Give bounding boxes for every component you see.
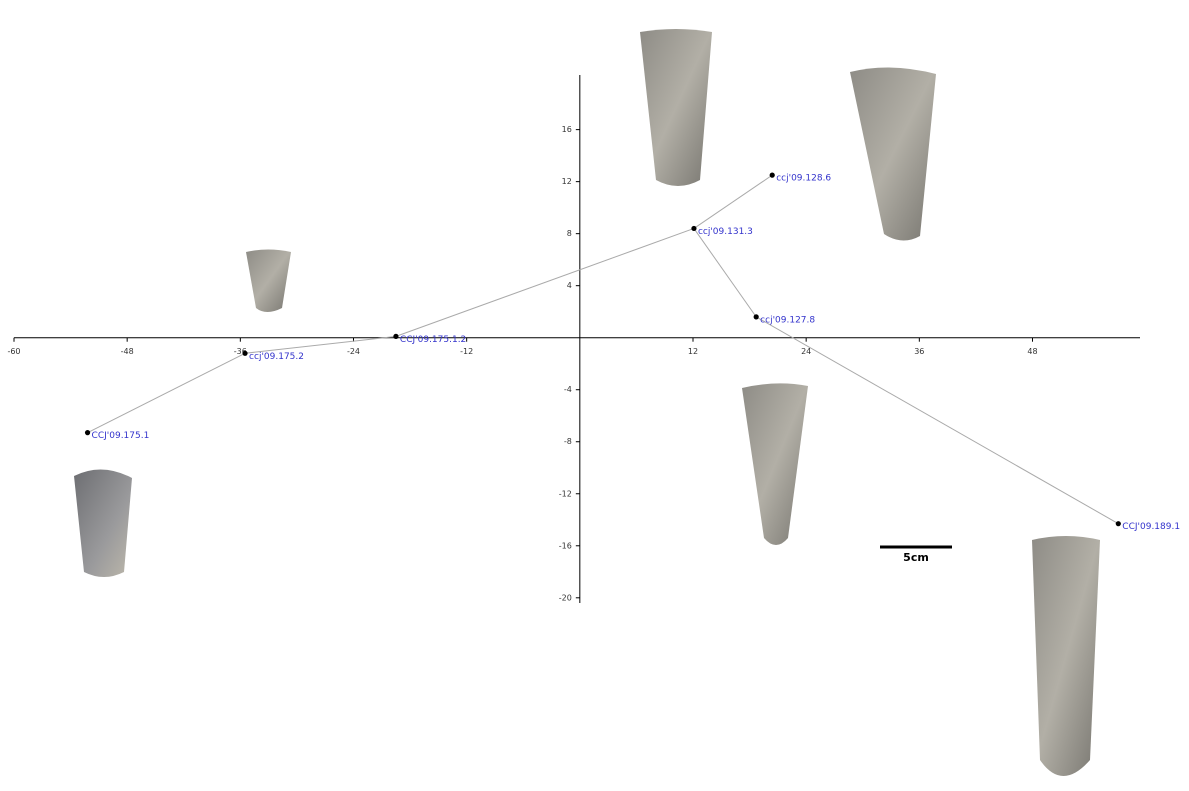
connector [693,228,757,318]
point-label: CCJ'09.189.1 [1122,522,1180,532]
x-tick-label: -12 [460,347,473,356]
x-tick-label: 36 [914,347,924,356]
y-tick-label: -4 [564,385,572,394]
point [691,225,697,232]
y-tick-label: 4 [567,281,572,290]
point [753,314,759,320]
y-tick-label: -16 [559,541,572,550]
point-label: ccj'09.175.2 [249,352,304,362]
stone-image [246,249,291,312]
connector [395,227,695,337]
point-label: ccj'09.128.6 [776,174,831,184]
x-tick-label: -36 [234,347,247,356]
point-label: ccj'09.127.8 [760,315,815,325]
x-tick-label: -60 [7,347,20,356]
y-tick-label: 12 [562,177,572,186]
x-tick-label: 24 [801,347,811,356]
point [242,350,248,356]
x-tick-label: 12 [688,347,698,356]
point [769,172,775,178]
stone-image [850,67,936,241]
stone-image [74,469,132,577]
stone-image [742,383,808,545]
y-tick-label: -12 [559,489,572,498]
connector [244,335,396,354]
y-tick-label: -20 [559,593,572,602]
y-tick-label: 16 [562,125,572,134]
point-label: CCJ'09.175.1.2 [400,335,466,345]
connector [87,352,246,434]
point-label: ccj'09.131.3 [698,227,753,237]
connector [755,316,1119,525]
point [1115,521,1121,527]
y-tick-label: -8 [564,437,572,446]
x-tick-label: -24 [347,347,360,356]
stone-image [1032,536,1100,776]
scale-label: 5cm [903,551,929,564]
x-tick-label: -48 [121,347,134,356]
point [84,430,91,436]
x-tick-label: 48 [1027,347,1037,356]
y-tick-label: 8 [567,229,572,238]
point [393,333,399,339]
stone-image [640,29,712,186]
point-label: CCJ'09.175.1 [92,431,150,441]
connector [693,174,773,229]
